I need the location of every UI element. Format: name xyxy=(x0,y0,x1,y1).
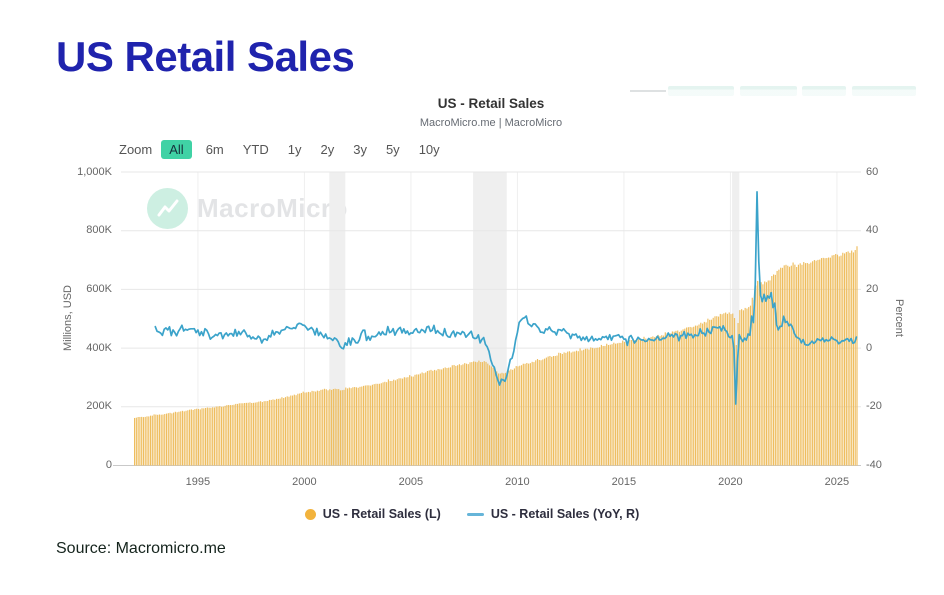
right-axis-tick: -20 xyxy=(866,400,882,413)
left-axis-tick: 400K xyxy=(86,341,112,354)
x-axis-tick: 2025 xyxy=(824,476,850,488)
x-axis-tick: 2020 xyxy=(718,476,743,488)
right-axis-tick: 40 xyxy=(866,224,879,237)
right-axis-tick: 20 xyxy=(866,282,879,295)
x-axis-tick: 2010 xyxy=(505,476,530,488)
chart-legend: US - Retail Sales (L) US - Retail Sales (… xyxy=(0,507,944,521)
legend-label: US - Retail Sales (YoY, R) xyxy=(490,507,640,521)
left-axis-tick: 0 xyxy=(105,459,112,471)
legend-item[interactable]: US - Retail Sales (YoY, R) xyxy=(466,507,640,521)
left-axis-tick: 200K xyxy=(86,400,112,413)
x-axis-tick: 2005 xyxy=(398,476,424,488)
left-axis-tick: 600K xyxy=(86,282,112,295)
x-axis-tick: 2000 xyxy=(292,476,317,488)
right-axis-tick: 60 xyxy=(866,165,879,178)
legend-label: US - Retail Sales (L) xyxy=(322,507,441,521)
x-axis-tick: 1995 xyxy=(185,476,211,488)
legend-line-marker xyxy=(466,512,484,516)
x-axis-tick: 2015 xyxy=(611,476,637,488)
right-axis-tick: -40 xyxy=(866,459,882,471)
right-axis-tick: 0 xyxy=(866,341,873,354)
left-axis-tick: 800K xyxy=(86,224,112,237)
left-axis-tick: 1,000K xyxy=(77,165,112,178)
legend-circle-marker xyxy=(304,508,316,520)
legend-item[interactable]: US - Retail Sales (L) xyxy=(304,507,441,521)
